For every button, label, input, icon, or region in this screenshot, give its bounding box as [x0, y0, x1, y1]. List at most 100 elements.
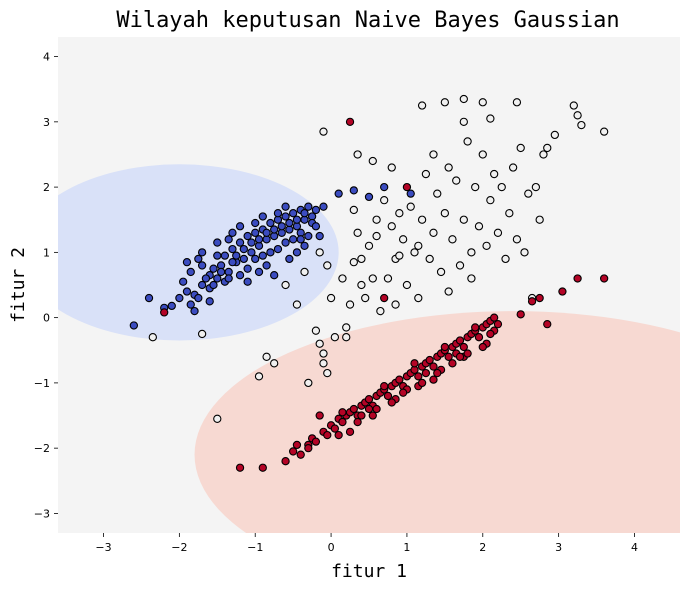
data-point-red: [463, 349, 472, 358]
data-point-white: [395, 209, 404, 218]
data-point-white: [148, 333, 157, 342]
data-point-red: [338, 408, 347, 417]
y-tick-label: 3: [43, 116, 50, 129]
data-point-white: [254, 372, 264, 381]
y-tick-label: 4: [43, 51, 50, 64]
data-point-blue: [197, 261, 207, 270]
data-point-red: [304, 444, 313, 453]
data-point-white: [319, 349, 328, 358]
x-tick-label: 0: [328, 541, 335, 554]
data-point-white: [372, 215, 381, 224]
data-point-white: [319, 127, 328, 136]
data-point-blue: [285, 218, 294, 228]
data-point-red: [414, 372, 423, 381]
data-point-blue: [270, 225, 279, 234]
data-point-red: [296, 450, 305, 459]
data-point-blue: [292, 248, 302, 257]
data-point-white: [376, 306, 385, 316]
data-point-blue: [277, 222, 286, 231]
data-point-white: [550, 130, 559, 140]
data-point-blue: [213, 251, 222, 260]
data-point-white: [459, 117, 468, 126]
data-point-white: [323, 368, 332, 378]
data-point-blue: [311, 222, 321, 231]
data-point-white: [569, 101, 578, 110]
data-point-white: [493, 228, 503, 237]
data-point-blue: [182, 258, 192, 267]
data-point-blue: [235, 271, 245, 280]
data-point-white: [387, 222, 396, 231]
data-point-white: [474, 222, 484, 231]
data-point-blue: [175, 293, 184, 303]
data-point-white: [444, 287, 453, 296]
data-point-white: [444, 163, 453, 172]
data-point-red: [349, 404, 358, 414]
data-point-blue: [304, 231, 313, 241]
data-point-blue: [194, 293, 203, 303]
data-point-blue: [239, 254, 248, 264]
data-point-blue: [205, 297, 214, 306]
y-axis-label: fitur 2: [8, 247, 29, 323]
y-tick-label: 2: [43, 181, 50, 194]
data-point-white: [414, 241, 423, 250]
data-point-red: [398, 388, 408, 397]
data-point-white: [319, 359, 328, 368]
data-point-blue: [258, 212, 267, 221]
data-point-blue: [197, 280, 207, 290]
data-point-blue: [254, 267, 264, 277]
data-point-blue: [243, 231, 252, 241]
y-tick-label: −2: [34, 442, 50, 455]
data-point-blue: [273, 244, 283, 254]
data-point-red: [429, 375, 438, 384]
data-point-blue: [251, 228, 260, 237]
data-point-red: [338, 417, 347, 427]
data-point-white: [364, 241, 374, 250]
data-point-red: [334, 430, 343, 440]
data-point-red: [372, 404, 381, 414]
data-point-red: [478, 342, 487, 352]
data-point-red: [448, 359, 457, 368]
data-point-white: [531, 182, 541, 192]
data-point-red: [455, 336, 465, 345]
data-point-blue: [228, 228, 237, 237]
data-point-blue: [209, 264, 218, 273]
data-point-white: [599, 127, 609, 136]
data-point-white: [311, 326, 321, 335]
data-point-blue: [258, 251, 267, 260]
data-point-white: [467, 248, 476, 257]
data-point-blue: [300, 209, 309, 218]
data-point-red: [599, 274, 609, 283]
data-point-white: [383, 274, 393, 283]
data-point-white: [357, 280, 366, 290]
data-point-white: [425, 254, 434, 264]
data-point-blue: [194, 254, 203, 264]
data-point-blue: [201, 274, 211, 283]
data-point-white: [508, 163, 518, 172]
data-point-red: [444, 352, 453, 361]
data-point-red: [573, 274, 582, 283]
data-point-white: [357, 254, 366, 264]
data-point-blue: [224, 274, 233, 283]
data-point-white: [323, 261, 332, 270]
data-point-white: [391, 300, 400, 309]
data-point-blue: [273, 209, 283, 218]
y-tick-label: −1: [34, 377, 50, 390]
data-point-red: [417, 378, 427, 388]
data-point-blue: [213, 238, 222, 247]
data-point-white: [417, 101, 427, 110]
data-point-red: [330, 424, 340, 433]
data-point-blue: [251, 254, 260, 264]
data-point-red: [410, 359, 419, 368]
data-point-blue: [380, 182, 389, 192]
data-point-red: [311, 437, 321, 446]
data-point-white: [459, 215, 468, 224]
data-point-white: [501, 254, 510, 264]
data-point-red: [258, 463, 267, 472]
data-point-blue: [319, 202, 328, 211]
x-tick-label: 1: [403, 541, 410, 554]
data-point-blue: [304, 202, 313, 211]
data-point-white: [197, 329, 207, 339]
data-point-white: [281, 280, 290, 290]
data-point-white: [577, 120, 586, 130]
data-point-red: [471, 323, 480, 332]
